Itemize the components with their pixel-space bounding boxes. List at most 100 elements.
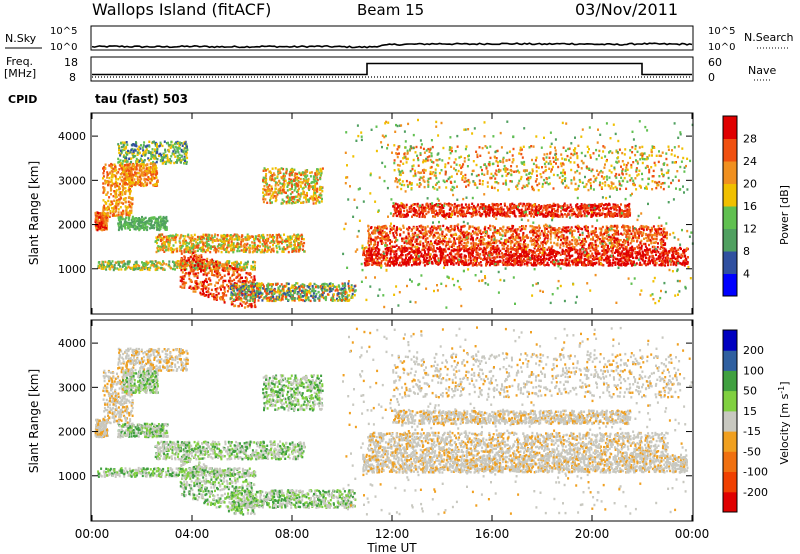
power-cell	[123, 154, 125, 157]
power-cell	[302, 248, 304, 251]
power-cell	[148, 222, 151, 225]
power-cell	[221, 276, 224, 279]
power-cell	[205, 260, 208, 263]
power-cell	[151, 260, 154, 264]
power-cell	[503, 247, 506, 251]
power-cell	[111, 260, 114, 263]
power-cell	[120, 228, 123, 231]
power-cell	[130, 157, 133, 160]
power-cell	[146, 172, 149, 175]
power-cell	[133, 227, 136, 231]
power-cell	[124, 190, 127, 193]
power-cell	[207, 271, 210, 274]
power-cell	[479, 253, 482, 256]
power-cell	[295, 237, 298, 240]
power-cell	[536, 256, 539, 259]
power-cell	[270, 292, 273, 295]
power-cell	[238, 297, 241, 300]
power-cell	[106, 176, 109, 179]
power-cell	[107, 262, 110, 265]
power-cell	[175, 233, 178, 236]
power-cell	[545, 263, 548, 266]
power-cell	[331, 299, 334, 302]
power-cell	[293, 242, 296, 245]
power-cell	[304, 289, 307, 292]
power-cell	[517, 263, 520, 266]
power-cell	[312, 294, 315, 298]
power-cell	[136, 151, 139, 154]
power-cell	[307, 198, 310, 201]
power-cell	[194, 246, 196, 250]
power-cell	[126, 211, 129, 215]
power-cell	[314, 172, 317, 175]
power-cell	[247, 237, 250, 240]
power-cell	[225, 263, 228, 266]
power-cell	[223, 266, 226, 270]
power-cell	[277, 242, 280, 245]
power-cell	[628, 259, 631, 262]
power-cell	[278, 170, 281, 174]
power-cell	[151, 264, 154, 267]
power-cell	[202, 290, 204, 293]
power-cell	[210, 260, 213, 263]
power-cell	[141, 261, 143, 264]
power-cell	[278, 292, 281, 295]
power-cell	[100, 224, 103, 227]
power-cell	[205, 277, 208, 281]
power-cell	[346, 297, 348, 300]
power-cell	[157, 223, 160, 226]
power-cell	[262, 244, 265, 248]
power-cell	[172, 150, 175, 153]
power-cell	[191, 260, 194, 263]
power-cell	[190, 242, 193, 246]
power-cell	[139, 180, 142, 183]
power-cell	[263, 185, 266, 188]
power-cell	[167, 249, 170, 252]
power-cell	[245, 294, 248, 298]
power-cell	[130, 180, 133, 184]
power-cell	[223, 244, 225, 247]
power-cell	[157, 238, 160, 242]
power-cell	[281, 294, 284, 297]
power-cell	[249, 272, 252, 275]
power-cell	[268, 283, 271, 286]
power-cell	[266, 244, 269, 247]
power-cell	[185, 268, 188, 271]
power-cell	[555, 250, 558, 254]
power-cell	[504, 263, 507, 267]
power-cell	[227, 285, 230, 288]
power-cell	[157, 228, 160, 231]
power-cell	[240, 238, 243, 241]
power-cell	[217, 239, 220, 242]
power-cell	[207, 246, 209, 249]
power-cell	[165, 263, 168, 266]
power-cell	[331, 296, 334, 299]
power-cell	[192, 255, 195, 258]
power-cell	[119, 218, 122, 222]
power-cell	[366, 258, 369, 261]
power-cell	[115, 200, 118, 204]
power-cell	[212, 262, 215, 266]
power-cell	[351, 289, 354, 292]
power-cell	[320, 171, 323, 175]
power-cell	[174, 268, 176, 271]
power-cell	[160, 157, 163, 160]
power-cell	[662, 249, 665, 253]
power-cell	[287, 250, 290, 254]
power-cell	[532, 262, 535, 265]
power-cell	[342, 289, 345, 293]
power-cell	[305, 298, 308, 302]
power-cell	[155, 223, 158, 227]
power-cell	[170, 246, 173, 250]
power-cell	[151, 226, 153, 230]
power-cell	[291, 250, 294, 253]
power-cell	[680, 256, 682, 259]
power-cell	[131, 166, 134, 169]
power-cell	[239, 296, 242, 300]
power-cell	[169, 143, 172, 147]
power-cell	[152, 156, 155, 160]
power-cell	[296, 190, 298, 194]
power-cell	[126, 163, 129, 167]
power-cell	[146, 144, 149, 147]
power-cell	[103, 212, 106, 215]
